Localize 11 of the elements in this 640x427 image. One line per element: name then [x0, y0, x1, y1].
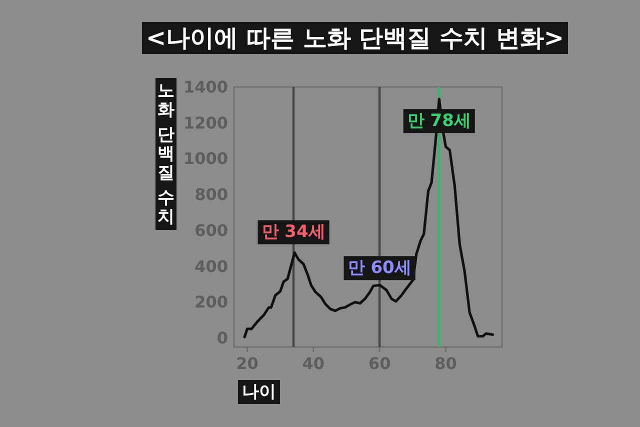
- annotation: 만 60세: [348, 258, 412, 278]
- annotation: 만 78세: [403, 109, 475, 134]
- annotation: 만 60세: [344, 256, 416, 280]
- annotation: 만 78세: [407, 111, 471, 132]
- line-series: [243, 98, 494, 338]
- xlabel: 나이: [238, 380, 280, 404]
- title: <나이에 따른 노화 단백질 수치 변화>: [142, 22, 568, 54]
- annotation: 만 34세: [258, 220, 330, 244]
- ylabel: 노화 단백질 수치: [156, 78, 176, 230]
- annotation: 만 34세: [262, 222, 326, 242]
- x-axis-title: 나이: [242, 382, 276, 402]
